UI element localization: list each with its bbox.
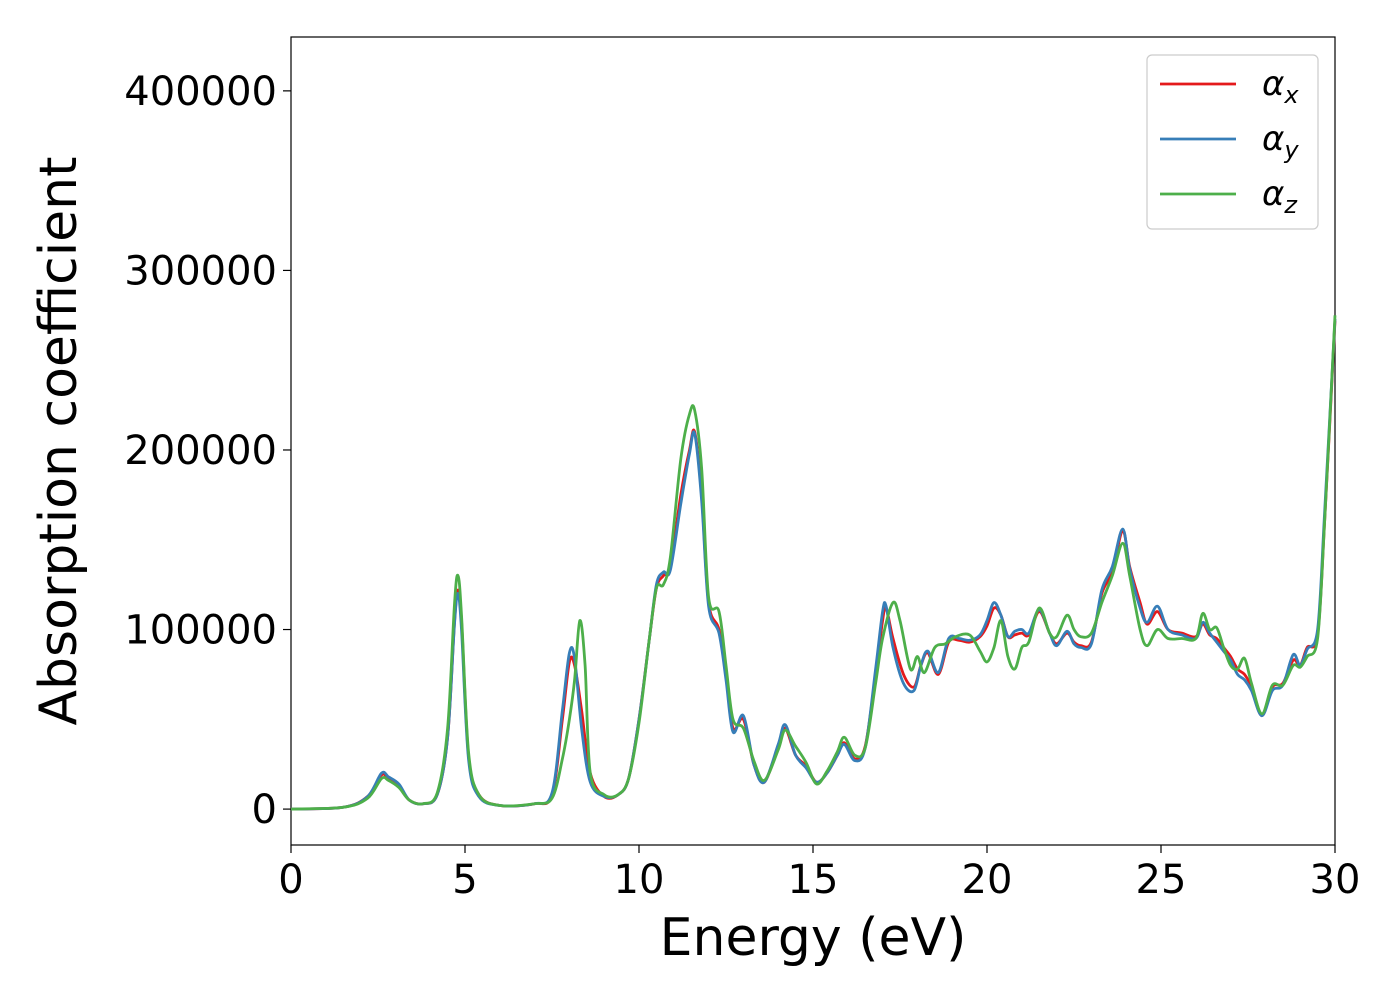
series-line-alpha-z	[290, 315, 1337, 811]
y-tick-label: 100000	[124, 608, 277, 654]
legend-box	[1146, 54, 1319, 230]
legend-label-y: αy	[1262, 119, 1299, 164]
x-axis-label: Energy (eV)	[660, 908, 967, 968]
x-tick-label: 20	[962, 857, 1013, 903]
x-tick-label: 25	[1136, 857, 1187, 903]
y-tick-label: 400000	[124, 69, 277, 115]
legend: αx αy αz	[1146, 54, 1319, 230]
x-tick-label: 10	[614, 857, 665, 903]
x-tick-label: 15	[788, 857, 839, 903]
y-axis-label: Absorption coefficient	[29, 156, 89, 725]
x-tick-label: 5	[452, 857, 477, 903]
series-layer	[290, 315, 1337, 811]
x-axis: 0 5 10 15 20 25 30	[278, 845, 1360, 903]
y-tick-label: 200000	[124, 428, 277, 474]
y-tick-label: 300000	[124, 248, 277, 294]
legend-label-x: αx	[1262, 64, 1299, 109]
x-tick-label: 0	[278, 857, 303, 903]
y-tick-label: 0	[252, 787, 277, 833]
y-axis: 0 100000 200000 300000 400000	[124, 69, 291, 833]
legend-label-z: αz	[1262, 174, 1298, 219]
x-tick-label: 30	[1310, 857, 1361, 903]
